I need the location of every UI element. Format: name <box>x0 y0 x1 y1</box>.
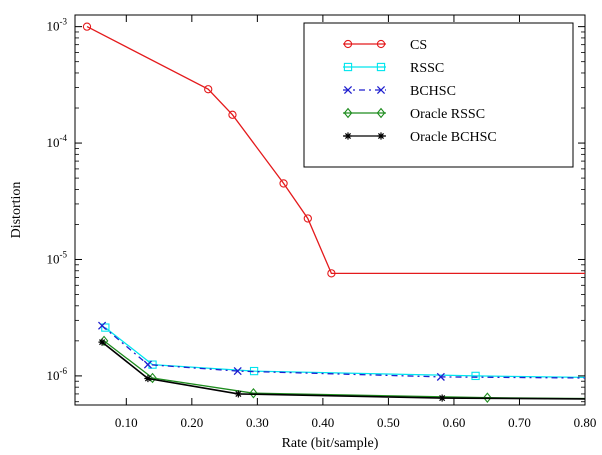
data-point-bchsc <box>143 360 152 369</box>
legend-item-rssc: RSSC <box>343 61 444 76</box>
y-tick-label: 10-5 <box>47 249 68 266</box>
data-point-oracle-bchsc <box>438 394 446 402</box>
x-tick-label: 0.20 <box>180 415 203 430</box>
series-line-bchsc <box>101 325 586 379</box>
x-tick-label: 0.60 <box>443 415 466 430</box>
legend-items: CS RSSC BCHSC Oracle RSSC Oracle BCHSC <box>343 38 497 145</box>
legend-marker <box>377 132 385 140</box>
data-point-oracle-bchsc <box>234 390 242 398</box>
x-tick-label: 0.70 <box>508 415 531 430</box>
legend-label: BCHSC <box>410 84 456 99</box>
series-layer <box>82 22 586 403</box>
legend-marker <box>376 107 386 119</box>
data-point-oracle-rssc <box>483 392 492 403</box>
legend-marker <box>376 85 386 95</box>
data-point-rssc <box>471 371 480 381</box>
legend-marker <box>343 107 353 119</box>
y-tick-label: 10-6 <box>47 366 68 383</box>
legend-label: Oracle RSSC <box>410 107 485 122</box>
legend-item-bchsc: BCHSC <box>343 84 456 99</box>
legend-item-oracle-bchsc: Oracle BCHSC <box>343 130 497 145</box>
legend-marker <box>376 39 386 49</box>
data-point-bchsc <box>233 367 242 376</box>
legend-item-cs: CS <box>343 38 427 53</box>
data-point-cs <box>228 110 237 119</box>
data-point-cs <box>279 179 288 188</box>
data-point-bchsc <box>436 372 445 381</box>
data-point-oracle-bchsc <box>98 338 106 346</box>
x-tick-label: 0.80 <box>574 415 597 430</box>
legend-marker <box>344 132 352 140</box>
x-tick-label: 0.10 <box>115 415 138 430</box>
y-axis-ticks: 10-3 10-4 10-5 10-6 <box>47 17 585 403</box>
x-tick-label: 0.50 <box>377 415 400 430</box>
data-point-oracle-bchsc <box>144 374 152 383</box>
series-line-rssc <box>104 327 586 379</box>
legend-marker <box>343 85 353 95</box>
data-point-cs <box>82 22 92 31</box>
data-point-cs <box>327 269 336 278</box>
x-tick-label: 0.40 <box>312 415 335 430</box>
data-point-cs <box>204 85 213 94</box>
x-axis-label: Rate (bit/sample) <box>282 436 379 451</box>
legend-item-oracle-rssc: Oracle RSSC <box>343 107 485 122</box>
legend-marker <box>343 39 353 49</box>
series-line-cs <box>86 26 585 275</box>
data-point-oracle-rssc <box>249 387 258 399</box>
legend-label: CS <box>410 38 427 53</box>
y-axis-label: Distortion <box>9 182 24 239</box>
data-point-cs <box>303 214 312 223</box>
y-tick-label: 10-3 <box>47 17 68 34</box>
data-point-bchsc <box>98 321 107 330</box>
x-axis-ticks: 0.10 0.20 0.30 0.40 0.50 0.60 0.70 0.80 <box>115 15 596 430</box>
y-tick-label: 10-4 <box>47 133 68 150</box>
legend-marker <box>376 62 386 72</box>
legend: CS RSSC BCHSC Oracle RSSC Oracle BCHSC <box>303 22 574 168</box>
x-tick-label: 0.30 <box>246 415 269 430</box>
data-point-rssc <box>101 323 110 332</box>
legend-label: RSSC <box>410 61 444 76</box>
legend-label: Oracle BCHSC <box>410 130 497 145</box>
legend-marker <box>343 62 353 72</box>
